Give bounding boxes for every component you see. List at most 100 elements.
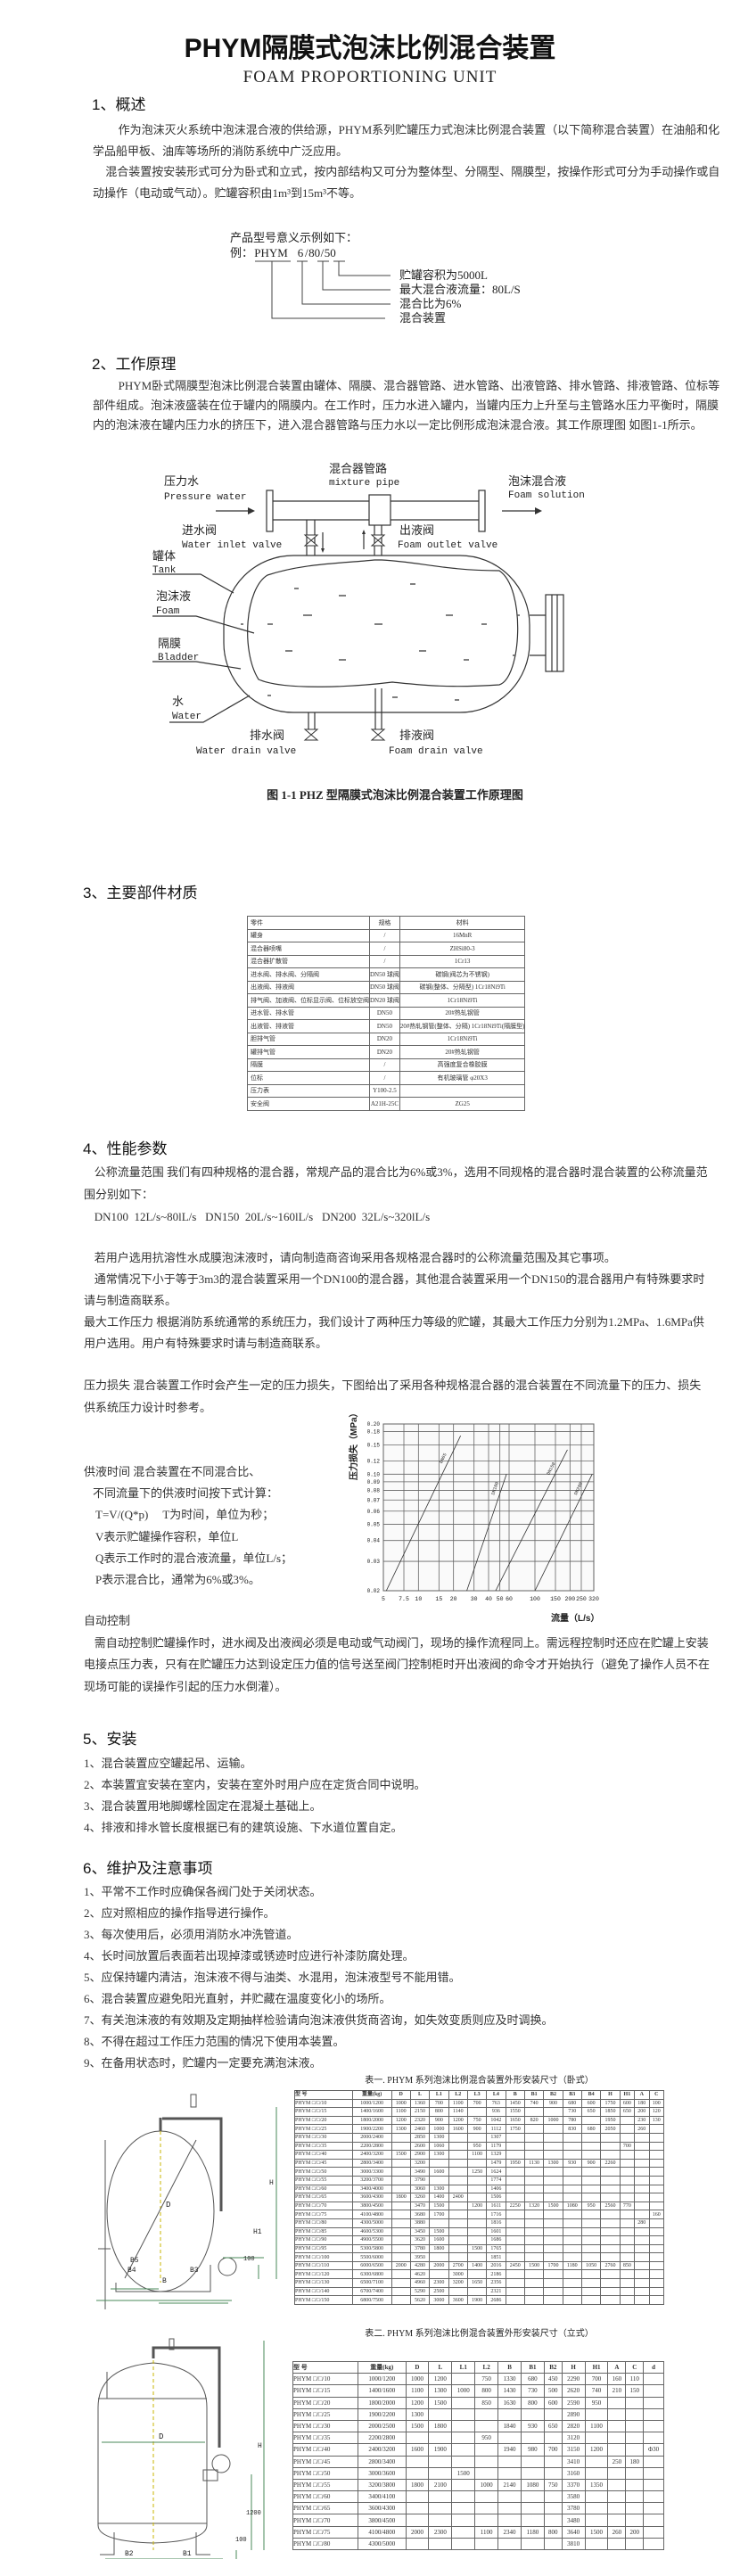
table-cell	[466, 2252, 488, 2262]
table-cell	[428, 2455, 453, 2468]
table-cell: PHYM □/□/15	[294, 2107, 353, 2117]
table-cell: 6800/7500	[351, 2295, 392, 2305]
table-cell: 800	[474, 2384, 499, 2398]
table-cell	[466, 2269, 488, 2280]
table-cell	[648, 2193, 664, 2202]
table-cell: 2356	[486, 2278, 506, 2288]
table-cell: 1130	[523, 2158, 545, 2169]
table-cell: 3800/4500	[358, 2514, 407, 2527]
table-cell	[448, 2243, 468, 2254]
drain-valves	[303, 728, 386, 741]
table-cell: 1300	[429, 2132, 449, 2143]
table-cell: 3160	[561, 2466, 586, 2480]
table-cell	[391, 2210, 411, 2219]
table-cell: 1700	[543, 2260, 563, 2271]
table-cell: PHYM □/□/40	[292, 2443, 359, 2457]
table-cell	[562, 2243, 582, 2254]
table-cell: 2016	[486, 2260, 506, 2271]
table-cell: 3810	[561, 2537, 586, 2551]
column-header: A	[634, 2090, 650, 2100]
column-header: 重量(kg)	[358, 2360, 407, 2374]
table-cell: 3000/3300	[351, 2167, 392, 2177]
text-line: 最大工作压力 根据消防系统通常的系统压力，我们设计了两种压力等级的贮罐，其最大工…	[84, 1315, 704, 1329]
table-cell	[543, 2175, 563, 2185]
table-cell: 2400/3200	[358, 2443, 407, 2457]
table-cell: 1050	[580, 2260, 602, 2271]
table-cell: 1716	[486, 2210, 506, 2219]
table-cell: 850	[619, 2260, 636, 2271]
table-cell	[625, 2432, 645, 2445]
table-cell: 1100	[474, 2525, 499, 2539]
table-cell	[448, 2226, 468, 2237]
column-header: L3	[466, 2090, 488, 2100]
table-cell	[643, 2384, 664, 2398]
table-cell: 1750	[600, 2098, 621, 2109]
table-cell: 2300	[429, 2278, 449, 2288]
table-cell	[580, 2132, 602, 2143]
table-cell	[580, 2141, 602, 2152]
table-cell	[448, 2252, 468, 2262]
table-cell	[643, 2407, 664, 2421]
table-cell: 1000	[543, 2115, 563, 2126]
table-cell	[600, 2252, 621, 2262]
table-cell	[523, 2243, 545, 2254]
table-cell	[523, 2193, 545, 2202]
column-header: 型 号	[292, 2360, 359, 2374]
table-cell	[448, 2218, 468, 2228]
table-cell: 1100	[584, 2419, 609, 2433]
y-tick-label: 0.09	[367, 1479, 381, 1486]
table-cell: PHYM □/□/40	[294, 2150, 353, 2160]
table-cell: 1200	[448, 2115, 468, 2126]
table-cell: 1600	[429, 2235, 449, 2245]
text-line: 内的泡沫液在罐内压力水的挤压下，进入混合器管路与压力水以一定比例形成泡沫混合液。…	[93, 418, 703, 432]
formula: T=V/(Q*p) T为时间，单位为秒；	[95, 1508, 275, 1522]
table-cell: 3370	[561, 2478, 586, 2492]
table-cell	[466, 2107, 488, 2117]
table-cell	[643, 2419, 664, 2433]
table-cell	[505, 2286, 525, 2297]
table-cell	[643, 2432, 664, 2445]
column-header: H	[561, 2360, 586, 2374]
table-cell: PHYM □/□/90	[294, 2235, 353, 2245]
afff-paragraph: 若用户选用抗溶性水成膜泡沫液时，请向制造商咨询采用各规格混合器时的公称流量范围及…	[84, 1247, 704, 1354]
table-cell	[429, 2175, 449, 2185]
table-cell: PHYM □/□/150	[294, 2295, 353, 2305]
table-cell: 110	[625, 2373, 645, 2386]
table-cell	[543, 2269, 563, 2280]
table-cell: PHYM □/□/80	[294, 2218, 353, 2228]
text-line: 请与制造商联系。	[84, 1294, 177, 1307]
outlet-pipe	[374, 525, 382, 560]
table-cell	[451, 2514, 476, 2527]
table-cell	[520, 2466, 545, 2480]
mixture-label-en: mixture pipe	[329, 478, 399, 489]
x-tick-label: 40	[485, 1596, 492, 1602]
table-cell: 1180	[562, 2260, 582, 2271]
table-row: PHYM □/□/35 2200/2800 950 3120	[292, 2432, 664, 2445]
table-row: PHYM □/□/20 1800/2000 1200 1500 850 1630 800 60…	[292, 2396, 664, 2409]
foam-cn: 泡沫液	[156, 590, 191, 604]
table-cell: 700	[429, 2098, 449, 2109]
table-cell	[474, 2502, 499, 2515]
table-row: PHYM □/□/150 6800/7500 5620 3000 3600 1900 268…	[294, 2295, 664, 2305]
table-cell: DN20	[369, 1032, 400, 1046]
table-cell	[505, 2175, 525, 2185]
table-cell: 830	[562, 2124, 582, 2134]
table-cell: 2140	[497, 2478, 522, 2492]
table-cell	[523, 2150, 545, 2160]
table-cell: 1500	[523, 2260, 545, 2271]
table-cell	[451, 2537, 476, 2551]
table-cell: 150	[625, 2384, 645, 2398]
table-cell: 930	[562, 2158, 582, 2169]
table-cell	[451, 2419, 476, 2433]
table-row: PHYM □/□/55 3200/3800 1800 2100 1000 2140 1080…	[292, 2478, 664, 2492]
table-cell: PHYM □/□/35	[292, 2432, 359, 2445]
water-en: Water	[172, 712, 201, 722]
table-cell: 1500	[451, 2466, 476, 2480]
table-cell: 1300	[429, 2184, 449, 2194]
table-cell	[391, 2226, 411, 2237]
table-cell: /	[369, 1058, 400, 1072]
table-cell	[625, 2502, 645, 2515]
table-cell: 5500/6000	[351, 2252, 392, 2262]
outlet-valve-cn: 出液阀	[399, 524, 434, 538]
table-cell: 680	[580, 2124, 602, 2134]
